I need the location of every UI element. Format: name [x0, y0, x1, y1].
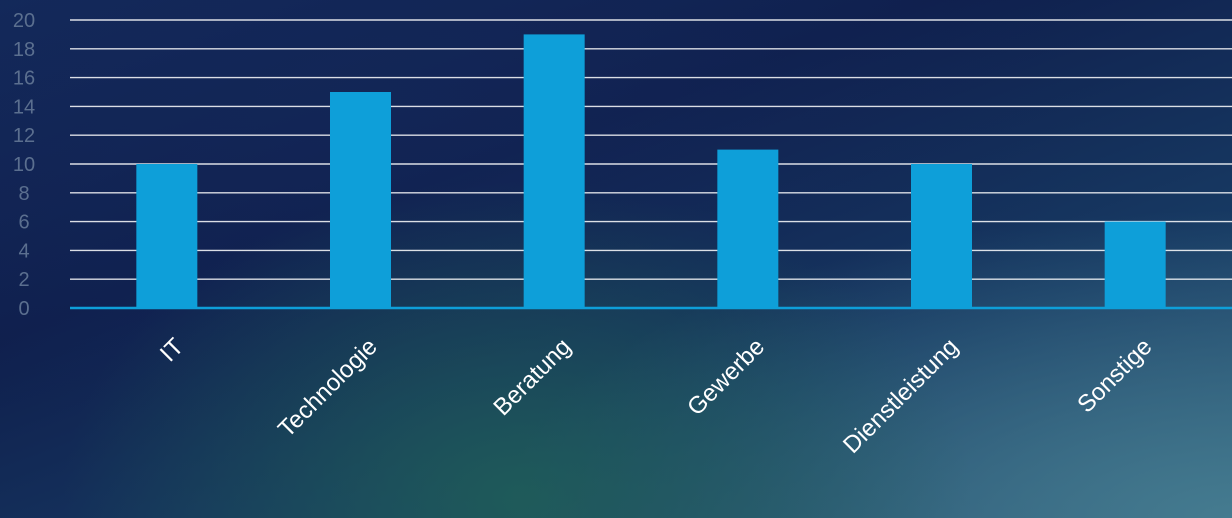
x-tick-label: Beratung [488, 333, 576, 421]
y-tick-label: 14 [13, 96, 35, 118]
y-tick-label: 4 [18, 240, 29, 262]
bar-dienstleistung [911, 164, 972, 308]
x-tick-label: IT [155, 333, 189, 367]
y-tick-label: 20 [13, 10, 35, 32]
y-tick-label: 6 [18, 212, 29, 234]
gridlines [70, 19, 1232, 310]
x-tick-label: Sonstige [1072, 333, 1157, 418]
y-tick-label: 0 [18, 298, 29, 320]
y-tick-label: 10 [13, 154, 35, 176]
y-tick-label: 12 [13, 125, 35, 147]
y-tick-label: 8 [18, 183, 29, 205]
bar-sonstige [1104, 221, 1166, 308]
bar-gewerbe [717, 149, 779, 308]
y-tick-label: 18 [13, 39, 35, 61]
bar-beratung [523, 34, 585, 309]
x-tick-label: Dienstleistung [838, 333, 964, 459]
bar-it [136, 164, 198, 308]
y-tick-label: 2 [18, 269, 29, 291]
x-tick-label: Gewerbe [682, 333, 770, 421]
bar-technologie [330, 92, 391, 308]
bars [136, 34, 1166, 309]
x-tick-label: Technologie [273, 333, 383, 443]
y-axis-tick-labels: 0 2 4 6 8 10 12 14 16 18 20 [13, 10, 35, 320]
x-axis-category-labels: IT Technologie Beratung Gewerbe Dienstleistu… [155, 333, 1158, 459]
y-tick-label: 16 [13, 68, 35, 90]
